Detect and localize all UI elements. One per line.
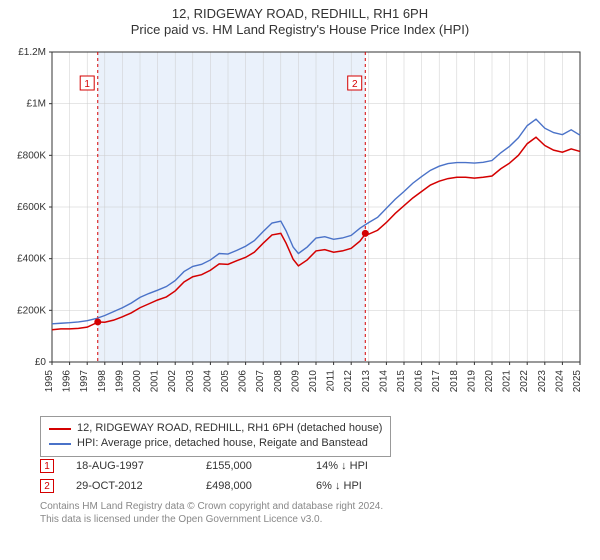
svg-text:2003: 2003 [185,370,196,393]
svg-text:1998: 1998 [97,370,108,393]
event-marker-icon: 1 [40,459,54,473]
svg-text:2013: 2013 [361,370,372,393]
chart-svg: £0 £200K £400K £600K £800K £1M £1.2M 1995 1996 19… [0,42,600,412]
legend-label-price-paid: 12, RIDGEWAY ROAD, REDHILL, RH1 6PH (det… [77,421,382,436]
event-marker-icon: 2 [40,479,54,493]
footnote-line2: This data is licensed under the Open Gov… [40,513,383,526]
svg-text:2018: 2018 [449,370,460,393]
event-delta: 14% ↓ HPI [316,460,368,472]
svg-text:2016: 2016 [414,370,425,393]
svg-text:2010: 2010 [308,370,319,393]
svg-text:2002: 2002 [167,370,178,393]
legend-row-price-paid: 12, RIDGEWAY ROAD, REDHILL, RH1 6PH (det… [49,421,382,436]
svg-text:£1M: £1M [27,99,46,110]
svg-text:£200K: £200K [17,305,46,316]
svg-text:2014: 2014 [378,370,389,393]
svg-text:2005: 2005 [220,370,231,393]
copyright-footnote: Contains HM Land Registry data © Crown c… [40,500,383,526]
svg-text:£800K: £800K [17,150,46,161]
title-subtitle: Price paid vs. HM Land Registry's House … [0,22,600,38]
legend-row-hpi: HPI: Average price, detached house, Reig… [49,436,382,451]
svg-text:2022: 2022 [519,370,530,393]
svg-text:2024: 2024 [554,370,565,393]
event-row: 2 29-OCT-2012 £498,000 6% ↓ HPI [40,476,368,496]
svg-text:2004: 2004 [202,370,213,393]
svg-text:1996: 1996 [62,370,73,393]
svg-text:2001: 2001 [150,370,161,393]
event-date: 29-OCT-2012 [76,480,206,492]
chart-title-block: 12, RIDGEWAY ROAD, REDHILL, RH1 6PH Pric… [0,0,600,39]
svg-text:2011: 2011 [326,370,337,392]
svg-text:2021: 2021 [502,370,513,393]
svg-text:2008: 2008 [273,370,284,393]
svg-text:2020: 2020 [484,370,495,393]
svg-text:2025: 2025 [572,370,583,393]
sale-events: 1 18-AUG-1997 £155,000 14% ↓ HPI 2 29-OC… [40,456,368,496]
svg-text:2009: 2009 [290,370,301,393]
event-row: 1 18-AUG-1997 £155,000 14% ↓ HPI [40,456,368,476]
title-address: 12, RIDGEWAY ROAD, REDHILL, RH1 6PH [0,6,600,22]
svg-text:£0: £0 [35,357,47,368]
svg-text:2019: 2019 [466,370,477,393]
svg-text:2: 2 [352,79,358,90]
svg-text:£400K: £400K [17,254,46,265]
svg-text:1997: 1997 [79,370,90,393]
legend-label-hpi: HPI: Average price, detached house, Reig… [77,436,368,451]
svg-text:2023: 2023 [537,370,548,393]
event-delta: 6% ↓ HPI [316,480,362,492]
svg-text:2017: 2017 [431,370,442,393]
svg-text:2006: 2006 [238,370,249,393]
svg-text:£1.2M: £1.2M [18,47,46,58]
svg-text:1: 1 [84,79,90,90]
svg-text:1995: 1995 [44,370,55,393]
legend-swatch-price-paid [49,428,71,430]
footnote-line1: Contains HM Land Registry data © Crown c… [40,500,383,513]
svg-text:2007: 2007 [255,370,266,393]
svg-text:£600K: £600K [17,202,46,213]
svg-text:2012: 2012 [343,370,354,393]
event-price: £498,000 [206,480,316,492]
svg-text:2015: 2015 [396,370,407,393]
price-chart: £0 £200K £400K £600K £800K £1M £1.2M 1995 1996 19… [0,42,600,412]
event-price: £155,000 [206,460,316,472]
svg-text:1999: 1999 [114,370,125,393]
event-date: 18-AUG-1997 [76,460,206,472]
svg-text:2000: 2000 [132,370,143,393]
legend-swatch-hpi [49,443,71,445]
legend: 12, RIDGEWAY ROAD, REDHILL, RH1 6PH (det… [40,416,391,457]
